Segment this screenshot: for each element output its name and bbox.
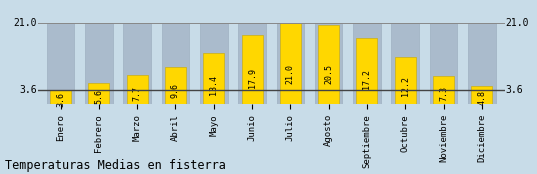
- Text: 3.6: 3.6: [505, 85, 523, 96]
- Bar: [124, 23, 151, 104]
- Text: 3.6: 3.6: [19, 85, 37, 96]
- Bar: [315, 23, 343, 104]
- Bar: [430, 23, 458, 104]
- Text: 7.3: 7.3: [439, 86, 448, 101]
- Bar: [353, 23, 381, 104]
- Text: 17.2: 17.2: [362, 69, 372, 89]
- Text: Temperaturas Medias en fisterra: Temperaturas Medias en fisterra: [5, 159, 226, 172]
- Bar: [468, 23, 496, 104]
- Bar: [242, 35, 263, 104]
- Bar: [395, 57, 416, 104]
- Bar: [280, 23, 301, 104]
- Bar: [357, 38, 378, 104]
- Bar: [162, 23, 189, 104]
- Text: 21.0: 21.0: [505, 18, 529, 28]
- Text: 17.9: 17.9: [248, 68, 257, 88]
- Bar: [165, 67, 186, 104]
- Bar: [433, 76, 454, 104]
- Text: 21.0: 21.0: [286, 64, 295, 84]
- Bar: [50, 90, 71, 104]
- Bar: [318, 25, 339, 104]
- Bar: [200, 23, 228, 104]
- Bar: [391, 23, 419, 104]
- Bar: [238, 23, 266, 104]
- Text: 12.2: 12.2: [401, 76, 410, 96]
- Bar: [277, 23, 304, 104]
- Text: 21.0: 21.0: [13, 18, 37, 28]
- Text: 13.4: 13.4: [209, 75, 218, 95]
- Bar: [88, 83, 110, 104]
- Text: 7.7: 7.7: [133, 86, 142, 101]
- Bar: [85, 23, 113, 104]
- Bar: [471, 86, 492, 104]
- Bar: [127, 75, 148, 104]
- Text: 3.6: 3.6: [56, 92, 65, 107]
- Text: 5.6: 5.6: [95, 89, 103, 104]
- Text: 9.6: 9.6: [171, 83, 180, 98]
- Text: 4.8: 4.8: [477, 90, 487, 105]
- Bar: [203, 53, 224, 104]
- Bar: [47, 23, 74, 104]
- Text: 20.5: 20.5: [324, 64, 333, 84]
